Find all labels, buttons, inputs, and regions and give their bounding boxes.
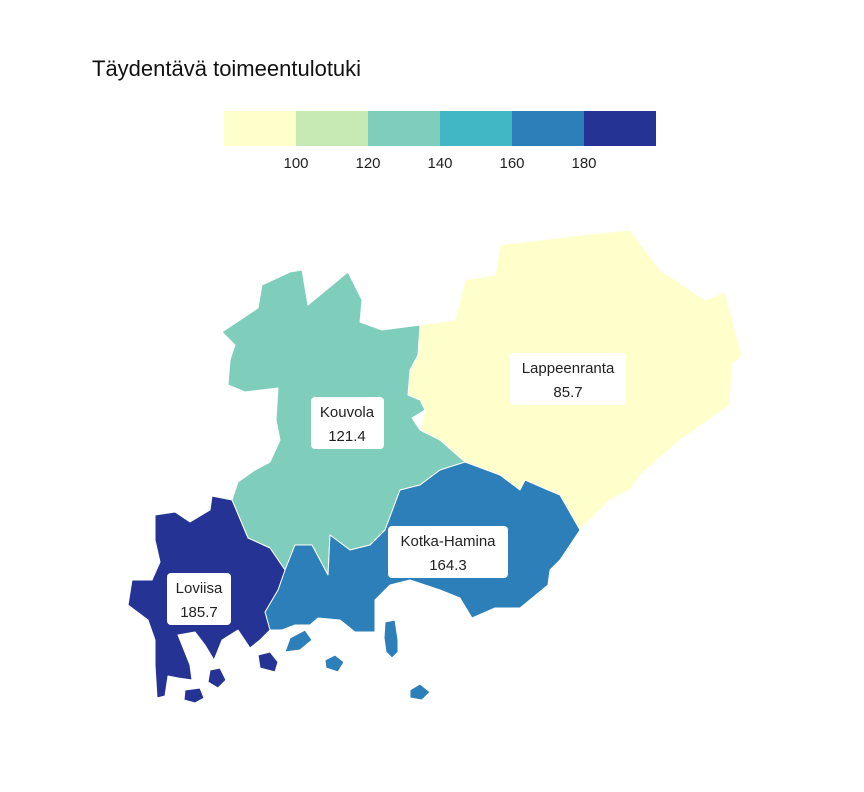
label-name: Kouvola <box>320 404 375 421</box>
label-kotka-hamina: Kotka-Hamina 164.3 <box>388 526 508 578</box>
legend-swatch-5 <box>512 111 584 146</box>
color-legend: 100 120 140 160 180 <box>224 111 656 181</box>
legend-swatch-4 <box>440 111 512 146</box>
label-name: Lappeenranta <box>522 360 615 377</box>
legend-swatches <box>224 111 656 146</box>
label-box <box>510 353 626 405</box>
label-box <box>388 526 508 578</box>
label-box <box>311 397 384 449</box>
label-name: Loviisa <box>176 580 223 597</box>
legend-tick-180: 180 <box>571 155 597 172</box>
label-value: 85.7 <box>553 384 582 401</box>
legend-swatch-3 <box>368 111 440 146</box>
label-name: Kotka-Hamina <box>400 533 496 550</box>
label-kouvola: Kouvola 121.4 <box>311 397 384 449</box>
label-value: 164.3 <box>429 557 467 574</box>
legend-ticks: 100 120 140 160 180 <box>224 146 656 176</box>
legend-swatch-2 <box>296 111 368 146</box>
label-loviisa: Loviisa 185.7 <box>167 573 231 625</box>
legend-swatch-1 <box>224 111 296 146</box>
legend-tick-160: 160 <box>499 155 525 172</box>
legend-tick-140: 140 <box>427 155 453 172</box>
map-title: Täydentävä toimeentulotuki <box>92 56 362 81</box>
legend-swatch-6 <box>584 111 656 146</box>
label-value: 185.7 <box>180 604 218 621</box>
label-value: 121.4 <box>328 428 366 445</box>
label-lappeenranta: Lappeenranta 85.7 <box>510 353 626 405</box>
legend-tick-120: 120 <box>355 155 381 172</box>
label-box <box>167 573 231 625</box>
legend-tick-100: 100 <box>283 155 309 172</box>
